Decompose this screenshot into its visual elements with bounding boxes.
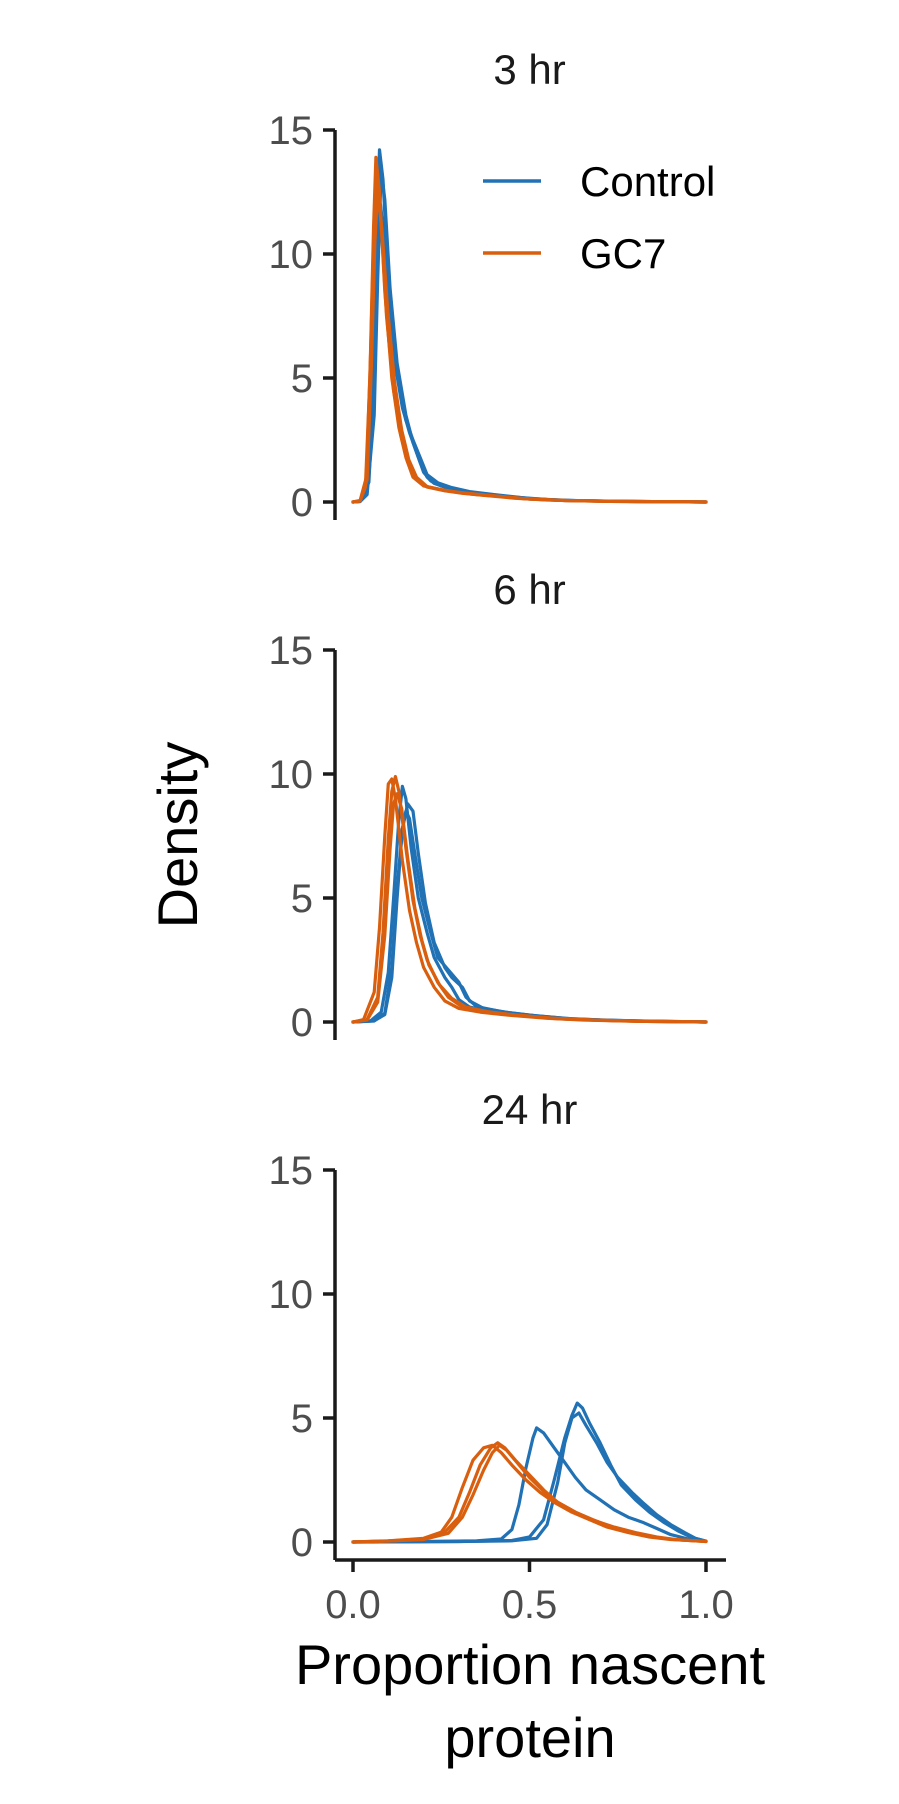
panel-title: 6 hr bbox=[493, 566, 565, 613]
x-tick-label: 0.5 bbox=[502, 1583, 558, 1627]
panel-3: 24 hr 0 5 10 15 0.0 0.5 1.0 bbox=[269, 1086, 734, 1627]
y-tick-label: 15 bbox=[269, 629, 314, 673]
density-line-gc7 bbox=[351, 792, 708, 1024]
density-line-gc7 bbox=[351, 1443, 708, 1544]
x-axis-title-line2: protein bbox=[444, 1706, 615, 1769]
legend-label-gc7: GC7 bbox=[580, 230, 666, 277]
x-axis-title-line1: Proportion nascent bbox=[295, 1633, 766, 1696]
x-tick-label: 0.0 bbox=[325, 1583, 381, 1627]
legend-label-control: Control bbox=[580, 158, 715, 205]
x-tick-label: 1.0 bbox=[678, 1583, 734, 1627]
y-tick-label: 10 bbox=[269, 233, 314, 277]
y-tick-label: 10 bbox=[269, 1273, 314, 1317]
y-tick-label: 10 bbox=[269, 753, 314, 797]
panel-title: 3 hr bbox=[493, 46, 565, 93]
y-tick-label: 15 bbox=[269, 1149, 314, 1193]
panel-title: 24 hr bbox=[482, 1086, 578, 1133]
panel-2: 6 hr 0 5 10 15 bbox=[269, 566, 708, 1045]
y-tick-label: 0 bbox=[291, 481, 313, 525]
y-tick-label: 5 bbox=[291, 1397, 313, 1441]
y-axis-title: Density bbox=[146, 742, 209, 929]
y-tick-label: 5 bbox=[291, 877, 313, 921]
legend: Control GC7 bbox=[483, 158, 715, 277]
y-tick-label: 0 bbox=[291, 1521, 313, 1565]
y-tick-label: 15 bbox=[269, 109, 314, 153]
y-tick-label: 0 bbox=[291, 1001, 313, 1045]
density-line-gc7 bbox=[351, 190, 708, 504]
panel-1: 3 hr 0 5 10 15 bbox=[269, 46, 708, 525]
density-line-control bbox=[351, 784, 708, 1024]
y-tick-label: 5 bbox=[291, 357, 313, 401]
density-line-control bbox=[351, 1411, 708, 1544]
density-line-control bbox=[351, 1401, 708, 1544]
